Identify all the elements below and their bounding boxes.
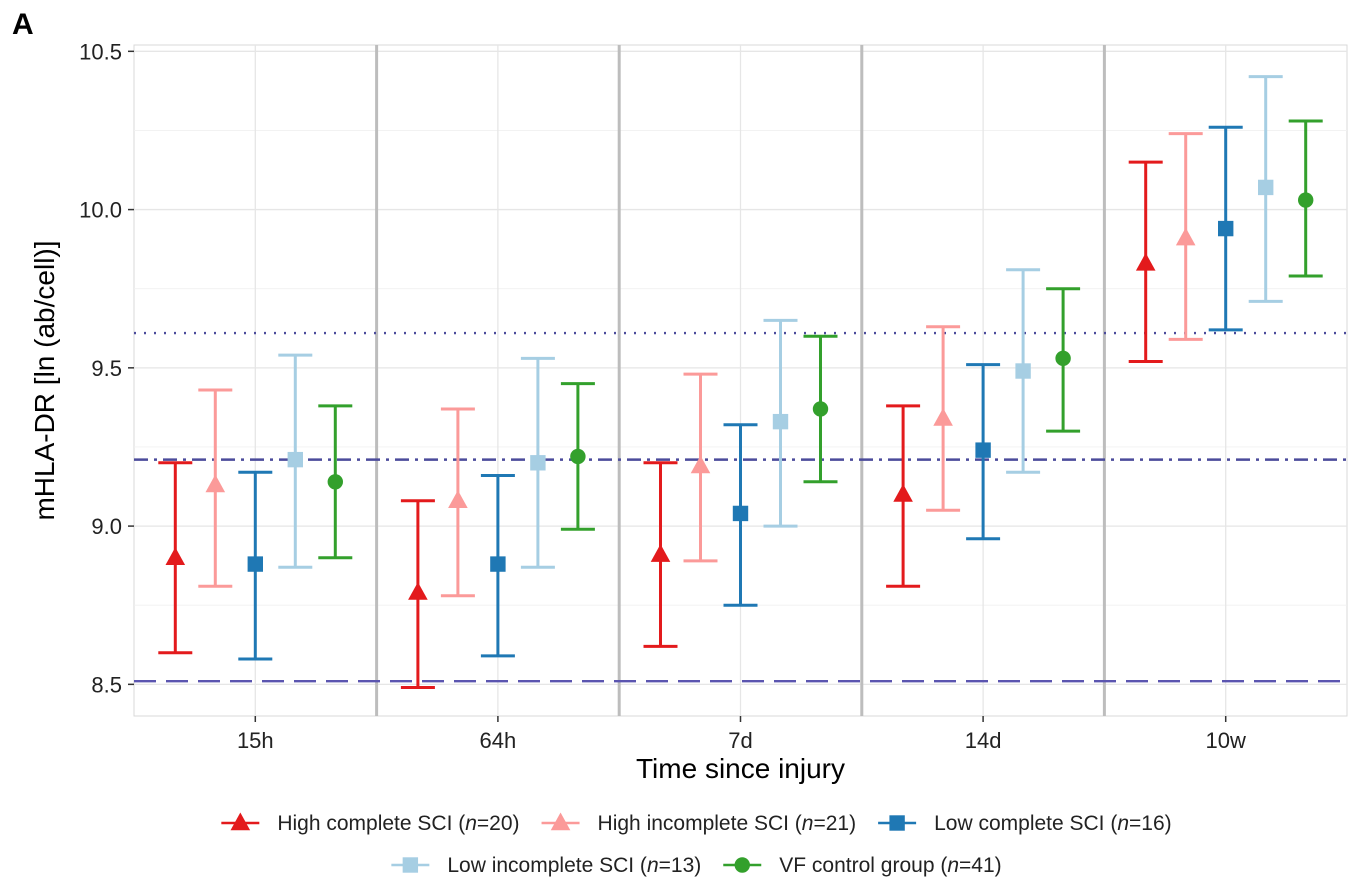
data-layer: [158, 75, 1323, 690]
grid-layer: [133, 44, 1348, 717]
data-point: [772, 413, 789, 430]
legend-key-marker: [230, 812, 251, 831]
x-tick-label: 64h: [480, 728, 517, 753]
data-point: [732, 505, 749, 522]
legend-item-high-complete-sci: High complete SCI (n=20): [221, 812, 520, 835]
legend-key-marker: [550, 812, 571, 831]
series-low-incomplete-sci: [278, 75, 1283, 569]
data-point: [490, 556, 506, 572]
data-point: [570, 448, 586, 465]
data-point: [247, 556, 263, 572]
data-point: [812, 401, 829, 417]
legend-item-low-complete-sci: Low complete SCI (n=16): [878, 812, 1172, 835]
legend-key-marker: [889, 815, 905, 831]
y-tick-label: 10.0: [79, 198, 122, 223]
data-point: [893, 483, 913, 502]
axis-layer: 8.5 9.0 9.5 10.0 10.5 15h 64h 7d 14d 10w: [79, 39, 1246, 753]
data-point: [1218, 220, 1234, 237]
data-point: [165, 547, 186, 565]
series-high-incomplete-sci: [198, 132, 1203, 598]
x-tick-label: 14d: [965, 728, 1002, 753]
x-tick-label: 10w: [1206, 728, 1246, 753]
data-point: [1175, 227, 1196, 246]
y-tick-label: 9.5: [91, 356, 122, 381]
data-point: [690, 455, 711, 474]
data-point: [287, 451, 303, 468]
y-tick-label: 10.5: [79, 39, 122, 64]
y-axis-label: mHLA-DR [ln (ab/cell)]: [29, 240, 60, 520]
data-point: [975, 442, 991, 458]
series-high-complete-sci: [158, 160, 1163, 690]
panel-label: A: [12, 8, 34, 41]
legend: High complete SCI (n=20) High incomplete …: [221, 812, 1172, 877]
legend-label: High incomplete SCI (n=21): [598, 812, 857, 835]
series-vf-control-group: [318, 119, 1323, 560]
data-point: [1258, 179, 1274, 196]
data-point: [327, 474, 343, 490]
legend-key-marker: [402, 857, 419, 873]
data-point: [1015, 363, 1031, 379]
data-point: [933, 408, 953, 426]
legend-key-marker: [734, 857, 750, 873]
y-tick-label: 9.0: [91, 514, 122, 539]
data-point: [1298, 192, 1314, 208]
legend-label: VF control group (n=41): [779, 854, 1001, 877]
series-low-complete-sci: [238, 125, 1243, 661]
legend-item-vf-control-group: VF control group (n=41): [723, 854, 1002, 877]
x-tick-label: 7d: [728, 728, 752, 753]
data-point: [408, 582, 428, 600]
data-point: [205, 474, 226, 493]
x-axis-label: Time since injury: [636, 753, 845, 784]
legend-item-high-incomplete-sci: High incomplete SCI (n=21): [541, 812, 857, 835]
x-tick-label: 15h: [237, 728, 274, 753]
legend-label: High complete SCI (n=20): [277, 812, 519, 835]
legend-label: Low incomplete SCI (n=13): [447, 854, 701, 877]
data-point: [650, 544, 671, 562]
data-point: [1135, 252, 1156, 271]
data-point: [1055, 350, 1071, 367]
y-tick-label: 8.5: [91, 672, 122, 697]
data-point: [448, 490, 468, 509]
legend-label: Low complete SCI (n=16): [934, 812, 1172, 835]
data-point: [530, 455, 546, 471]
legend-item-low-incomplete-sci: Low incomplete SCI (n=13): [391, 854, 701, 877]
